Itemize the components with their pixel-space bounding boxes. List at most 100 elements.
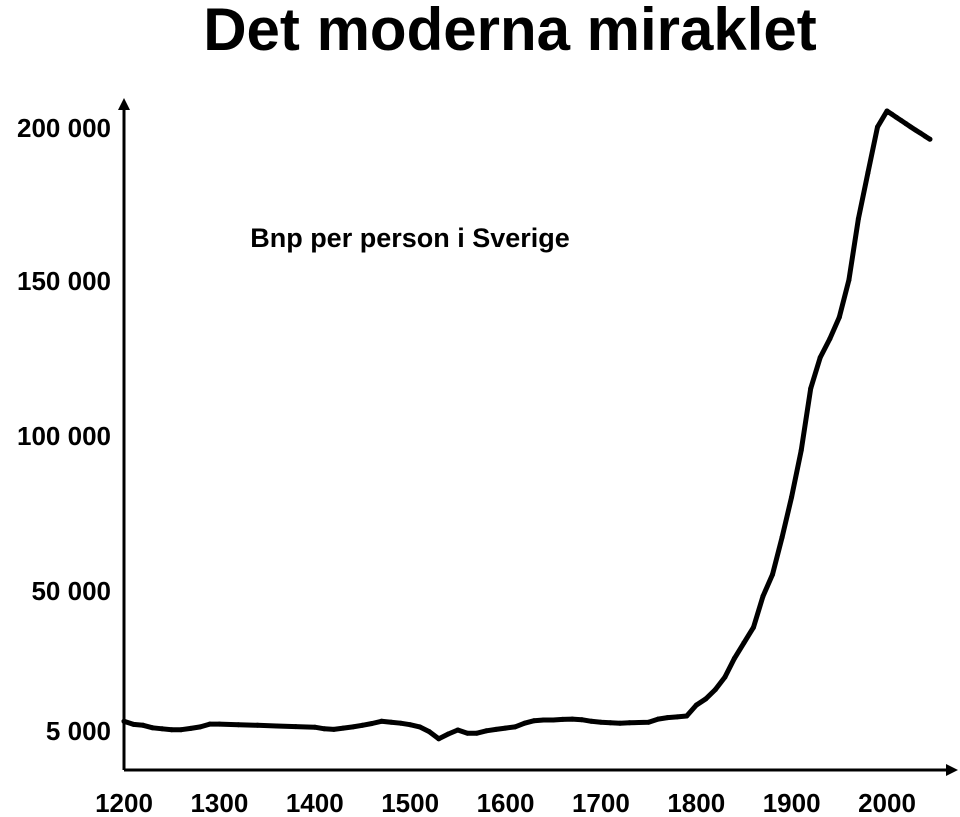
data-point bbox=[712, 687, 718, 693]
data-point bbox=[898, 118, 904, 124]
data-point bbox=[407, 722, 413, 728]
data-point bbox=[760, 593, 766, 599]
data-point bbox=[693, 702, 699, 708]
data-point bbox=[731, 655, 737, 661]
y-tick-label: 150 000 bbox=[17, 266, 111, 296]
x-tick-label: 1700 bbox=[572, 788, 630, 817]
x-tick-label: 2000 bbox=[858, 788, 916, 817]
data-point bbox=[255, 722, 260, 728]
data-point bbox=[340, 725, 346, 731]
data-point bbox=[722, 674, 728, 680]
data-point bbox=[636, 720, 642, 725]
data-point bbox=[455, 727, 461, 733]
series-annotation: Bnp per person i Sverige bbox=[250, 223, 570, 253]
x-tick-label: 1800 bbox=[667, 788, 725, 817]
data-point bbox=[159, 726, 165, 732]
data-point bbox=[445, 731, 451, 737]
data-point bbox=[474, 730, 480, 736]
data-point bbox=[808, 386, 814, 391]
y-axis-arrow bbox=[118, 98, 130, 110]
data-point bbox=[889, 111, 895, 117]
data-point bbox=[741, 640, 747, 646]
x-tick-label: 1500 bbox=[381, 788, 439, 817]
data-point bbox=[398, 720, 404, 726]
series-line bbox=[121, 108, 933, 742]
data-point bbox=[836, 314, 842, 320]
data-point bbox=[884, 108, 890, 114]
data-point bbox=[169, 727, 175, 733]
data-point bbox=[531, 718, 537, 724]
data-point bbox=[293, 724, 299, 730]
data-point bbox=[541, 717, 547, 723]
data-point bbox=[197, 724, 203, 730]
data-point bbox=[379, 718, 384, 724]
y-tick-label: 5 000 bbox=[46, 716, 111, 746]
data-point bbox=[855, 216, 861, 222]
data-point bbox=[274, 723, 280, 729]
data-point bbox=[436, 736, 442, 742]
data-point bbox=[703, 696, 709, 702]
data-point bbox=[207, 721, 213, 727]
data-point bbox=[665, 715, 671, 721]
data-point bbox=[235, 722, 241, 728]
data-point bbox=[607, 720, 613, 726]
data-point bbox=[131, 721, 136, 727]
data-point bbox=[846, 277, 852, 283]
data-point bbox=[388, 719, 394, 725]
data-point bbox=[150, 725, 156, 731]
x-tick-label: 1400 bbox=[286, 788, 344, 817]
data-point bbox=[908, 124, 914, 130]
x-tick-labels: 1200 1300 1400 1500 1600 1700 1800 1900 2000 bbox=[95, 788, 916, 817]
data-point bbox=[827, 336, 833, 342]
data-point bbox=[894, 114, 899, 120]
x-axis-arrow bbox=[946, 764, 958, 776]
data-point bbox=[579, 717, 585, 723]
data-point bbox=[426, 729, 432, 735]
data-point bbox=[369, 721, 375, 726]
x-tick-label: 1200 bbox=[95, 788, 153, 817]
data-point bbox=[359, 722, 365, 728]
y-tick-label: 200 000 bbox=[17, 113, 111, 143]
data-point bbox=[684, 713, 690, 719]
data-point bbox=[417, 724, 423, 730]
data-point bbox=[646, 719, 652, 725]
y-tick-label: 50 000 bbox=[31, 576, 111, 606]
data-point bbox=[493, 726, 499, 732]
data-point bbox=[770, 572, 775, 577]
data-point bbox=[922, 133, 928, 139]
data-point bbox=[674, 714, 680, 720]
data-point bbox=[779, 534, 785, 540]
data-point bbox=[655, 716, 661, 722]
y-tick-labels: 200 000 150 000 100 000 50 000 5 000 bbox=[17, 113, 111, 746]
data-point bbox=[483, 728, 489, 734]
data-point bbox=[903, 121, 909, 127]
data-point bbox=[617, 720, 623, 726]
data-point bbox=[522, 720, 528, 726]
series-points bbox=[121, 108, 933, 742]
data-point bbox=[789, 494, 795, 500]
data-point bbox=[188, 725, 194, 731]
chart-title: Det moderna miraklet bbox=[203, 0, 817, 63]
data-point bbox=[350, 724, 356, 730]
data-point bbox=[550, 717, 556, 723]
data-point bbox=[751, 624, 756, 630]
data-point bbox=[216, 721, 222, 727]
x-tick-label: 1300 bbox=[190, 788, 248, 817]
data-point bbox=[512, 724, 518, 730]
data-point bbox=[464, 730, 470, 736]
data-point bbox=[627, 720, 632, 726]
y-tick-label: 100 000 bbox=[17, 421, 111, 451]
x-tick-label: 1900 bbox=[763, 788, 821, 817]
data-point bbox=[865, 170, 871, 176]
x-tick-label: 1600 bbox=[477, 788, 535, 817]
data-point bbox=[140, 722, 146, 728]
data-point bbox=[817, 355, 823, 360]
data-point bbox=[927, 136, 933, 142]
data-point bbox=[121, 718, 127, 724]
data-point bbox=[312, 724, 318, 730]
data-point bbox=[560, 716, 566, 722]
data-point bbox=[569, 716, 575, 722]
data-point bbox=[503, 725, 508, 731]
data-point bbox=[331, 726, 337, 732]
